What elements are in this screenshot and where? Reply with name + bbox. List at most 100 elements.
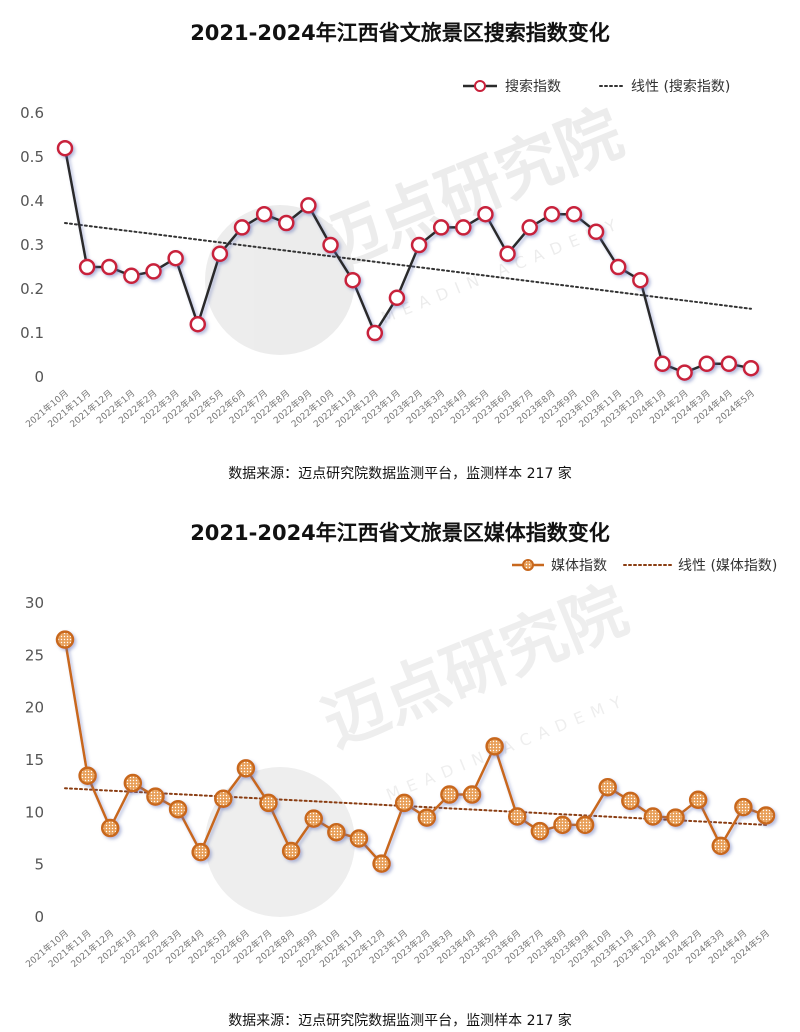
- data-point: [55, 630, 75, 649]
- data-point: [366, 324, 384, 342]
- y-tick-label: 10: [25, 803, 44, 821]
- watermark-text: 迈点研究院: [313, 573, 637, 761]
- data-point: [304, 809, 323, 828]
- y-tick-label: 30: [25, 594, 44, 612]
- data-point: [327, 822, 346, 842]
- data-point: [720, 355, 738, 373]
- data-point: [211, 245, 229, 263]
- y-tick-label: 5: [34, 856, 44, 874]
- data-point: [632, 271, 649, 289]
- chart-title: 2021-2024年江西省文旅景区搜索指数变化: [190, 21, 610, 45]
- data-point: [734, 797, 753, 817]
- data-point: [530, 821, 550, 841]
- y-tick-label: 25: [25, 646, 44, 664]
- y-tick-label: 0.6: [20, 104, 44, 122]
- data-point: [100, 818, 120, 838]
- data-point: [322, 236, 339, 254]
- data-point: [233, 219, 251, 236]
- data-point: [259, 793, 278, 813]
- data-point: [168, 799, 188, 819]
- data-point: [698, 355, 715, 373]
- legend-label-series: 搜索指数: [505, 78, 561, 95]
- watermark-logo-icon: [205, 767, 355, 917]
- data-point: [214, 789, 233, 808]
- data-point: [485, 737, 504, 756]
- data-point: [410, 236, 428, 254]
- y-tick-label: 0.4: [20, 192, 44, 210]
- y-tick-label: 0.1: [20, 324, 44, 342]
- data-point: [462, 785, 482, 804]
- data-point: [78, 766, 97, 785]
- data-point: [123, 773, 143, 793]
- data-point: [145, 263, 162, 280]
- data-point: [587, 223, 605, 241]
- data-point: [388, 289, 406, 307]
- data-point: [78, 258, 96, 276]
- legend: 媒体指数 线性 (媒体指数): [512, 558, 777, 574]
- data-point: [344, 271, 361, 289]
- y-tick-label: 0.3: [20, 236, 44, 254]
- data-point: [123, 267, 140, 285]
- data-source-note: 数据来源：迈点研究院数据监测平台，监测样本 217 家: [228, 1013, 572, 1029]
- data-point: [394, 793, 414, 813]
- data-point: [432, 219, 450, 236]
- data-point: [101, 258, 118, 276]
- data-point: [167, 249, 184, 267]
- data-point: [609, 258, 627, 276]
- data-point: [372, 854, 391, 873]
- chart-panel-search: 2021-2024年江西省文旅景区搜索指数变化 迈点研究院 MEADIN ACAD…: [0, 0, 800, 512]
- data-point: [621, 791, 640, 811]
- data-point: [281, 841, 301, 861]
- data-point: [189, 315, 207, 333]
- watermark-text: 迈点研究院: [308, 96, 632, 284]
- data-point: [278, 214, 295, 232]
- data-point: [146, 787, 165, 806]
- legend-label-series: 媒体指数: [551, 558, 607, 574]
- data-point: [477, 205, 494, 223]
- data-point: [349, 829, 369, 848]
- chart-title: 2021-2024年江西省文旅景区媒体指数变化: [190, 521, 610, 545]
- data-point: [688, 790, 708, 810]
- data-point: [742, 359, 760, 377]
- data-source-note: 数据来源：迈点研究院数据监测平台，监测样本 217 家: [228, 466, 572, 482]
- data-point: [565, 205, 583, 223]
- y-tick-label: 0.2: [20, 280, 44, 298]
- data-point: [666, 808, 685, 827]
- data-point: [191, 842, 210, 862]
- data-point: [643, 807, 663, 826]
- y-tick-label: 20: [25, 699, 44, 717]
- watermark-logo-icon: [205, 205, 355, 355]
- legend-label-trend: 线性 (媒体指数): [678, 558, 777, 574]
- data-point: [553, 815, 572, 835]
- data-point: [543, 205, 561, 223]
- data-point: [417, 808, 437, 827]
- data-point: [598, 777, 617, 797]
- data-point: [236, 759, 256, 778]
- y-tick-label: 0.5: [20, 148, 44, 166]
- y-tick-label: 0: [34, 908, 44, 926]
- data-point: [575, 815, 595, 835]
- data-point: [711, 836, 731, 856]
- data-point: [455, 219, 472, 236]
- data-point: [756, 806, 776, 825]
- y-tick-label: 15: [25, 751, 44, 769]
- legend-marker-icon: [522, 559, 534, 571]
- data-point: [676, 364, 693, 381]
- trendline: [64, 222, 752, 310]
- legend: 搜索指数 线性 (搜索指数): [463, 78, 730, 95]
- chart-panel-media: 2021-2024年江西省文旅景区媒体指数变化 迈点研究院 MEADIN ACAD…: [0, 512, 800, 1032]
- data-point: [440, 785, 459, 804]
- data-point: [255, 205, 273, 223]
- data-point: [300, 197, 317, 214]
- data-point: [56, 139, 74, 157]
- data-point: [508, 807, 527, 826]
- data-point: [654, 355, 671, 373]
- y-tick-label: 0: [34, 368, 44, 386]
- legend-marker-icon: [474, 80, 486, 92]
- data-point: [521, 219, 538, 236]
- data-point: [499, 245, 516, 263]
